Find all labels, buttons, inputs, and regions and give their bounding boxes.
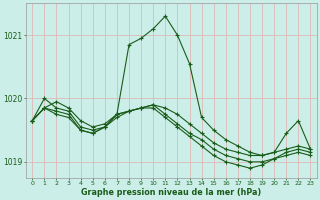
X-axis label: Graphe pression niveau de la mer (hPa): Graphe pression niveau de la mer (hPa) (81, 188, 261, 197)
